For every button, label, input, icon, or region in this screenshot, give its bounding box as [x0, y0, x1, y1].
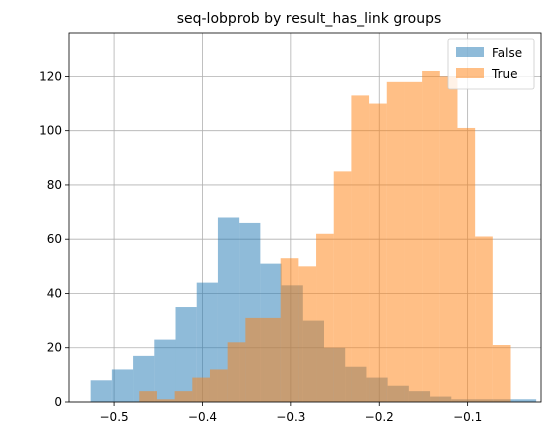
bar-true-17	[439, 76, 458, 402]
bar-true-19	[475, 236, 493, 402]
x-tick-label-1: −0.4	[188, 410, 217, 424]
bar-true-13	[369, 103, 387, 402]
x-tick-label-3: −0.2	[365, 410, 394, 424]
bar-true-4	[209, 369, 228, 402]
bar-true-5	[227, 342, 246, 402]
bar-true-9	[298, 266, 317, 402]
y-tick-label-1: 20	[47, 341, 62, 355]
bar-false-2	[133, 355, 155, 402]
series-true	[139, 70, 511, 403]
plot-frame	[68, 32, 542, 403]
y-tick-label-4: 80	[47, 178, 62, 192]
y-tick-label-2: 40	[47, 286, 62, 300]
bar-true-6	[245, 317, 264, 402]
legend-swatch-false	[456, 47, 484, 57]
x-tick-label-4: −0.1	[453, 410, 482, 424]
bar-false-1	[111, 369, 134, 402]
bar-true-2	[174, 391, 193, 402]
bar-false-20	[514, 399, 537, 402]
y-tick-label-3: 60	[47, 232, 62, 246]
bars-layer	[90, 70, 537, 403]
bar-false-0	[90, 380, 112, 402]
bar-true-16	[422, 70, 440, 402]
bar-false-4	[175, 307, 197, 402]
bar-true-18	[457, 127, 476, 403]
y-tick-label-6: 120	[39, 69, 62, 83]
x-tick-label-2: −0.3	[276, 410, 305, 424]
axes-layer: −0.5 −0.4 −0.3 −0.2 −0.1 0 20 40 60 80 100 120	[39, 32, 542, 424]
y-tick-label-5: 100	[39, 124, 62, 138]
bar-true-11	[333, 171, 352, 402]
x-tick-label-0: −0.5	[100, 410, 129, 424]
legend: False True	[447, 38, 535, 90]
bar-true-10	[316, 233, 334, 402]
legend-label-false: False	[492, 46, 522, 60]
bar-true-14	[386, 81, 405, 403]
bar-true-15	[404, 81, 423, 403]
bar-true-20	[492, 345, 511, 402]
legend-swatch-true	[456, 68, 484, 78]
chart-title: seq-lobprob by result_has_link groups	[177, 11, 442, 27]
legend-label-true: True	[491, 67, 518, 81]
bar-true-8	[280, 258, 299, 402]
bar-true-1	[156, 399, 175, 402]
bar-true-0	[139, 391, 157, 402]
y-tick-label-0: 0	[54, 395, 62, 409]
bar-false-3	[154, 339, 176, 402]
bar-true-12	[351, 95, 370, 402]
bar-true-7	[263, 317, 281, 402]
bar-true-3	[192, 377, 210, 402]
